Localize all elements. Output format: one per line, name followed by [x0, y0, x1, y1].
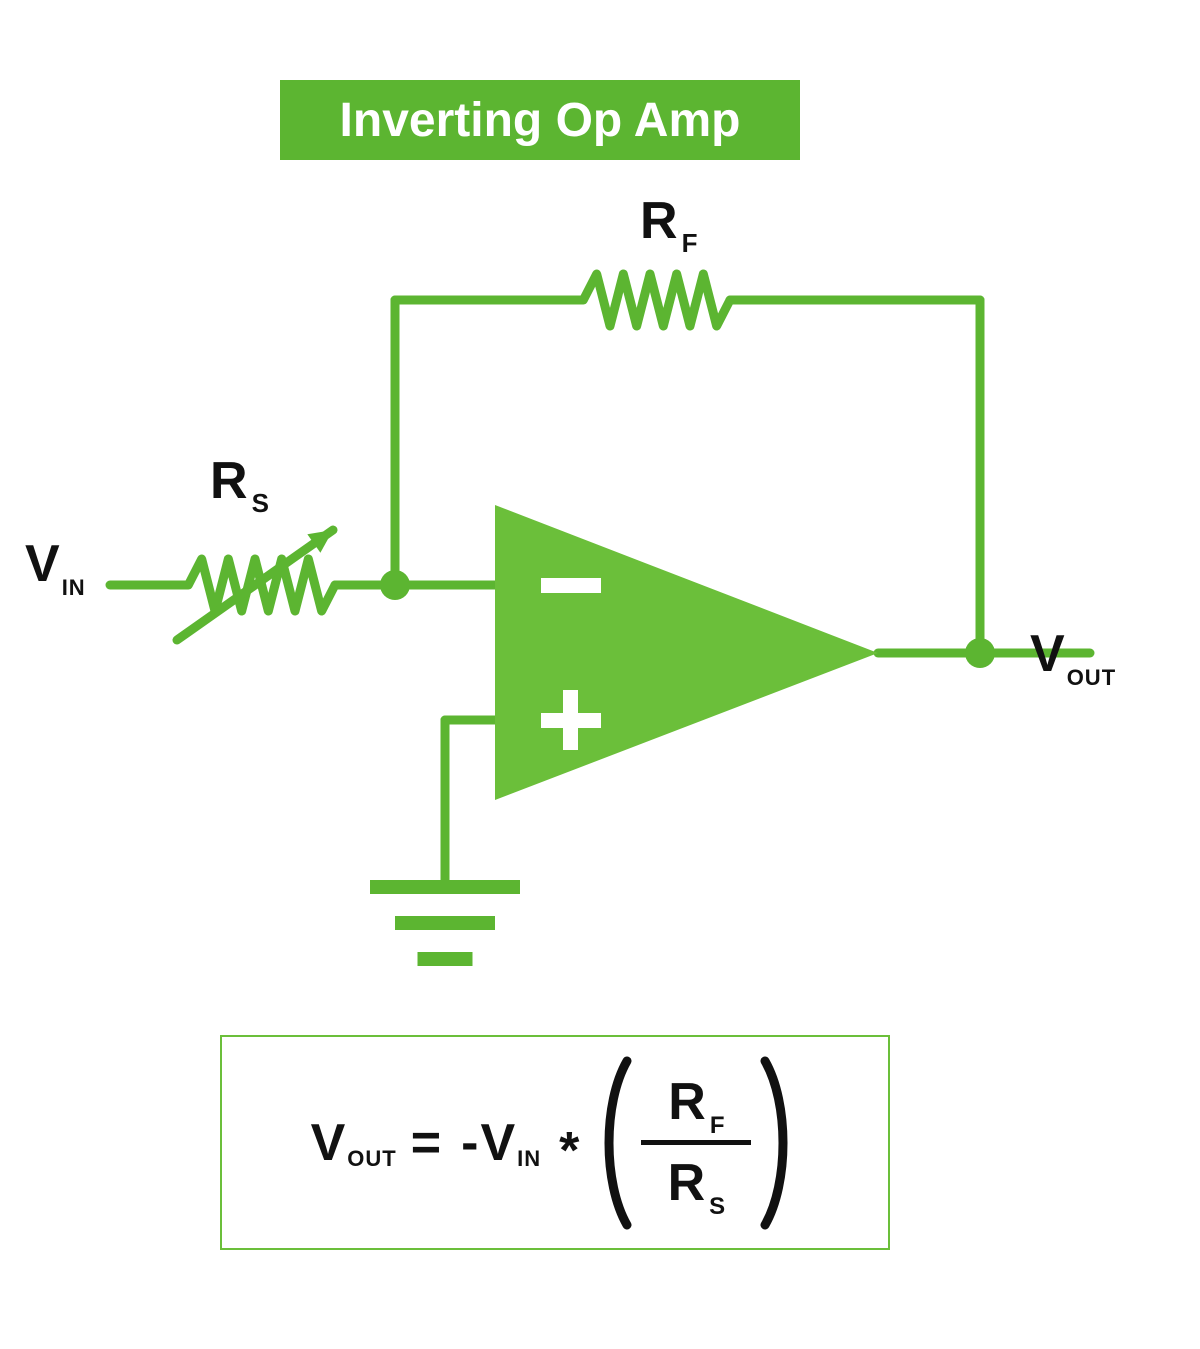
ground-bar-2: [395, 916, 495, 930]
formula-rf-r: R: [668, 1072, 706, 1132]
opamp-body: [495, 505, 878, 800]
formula-vout-sub: OUT: [347, 1146, 396, 1172]
ground-bar-1: [370, 880, 520, 894]
formula-rf-sub: F: [710, 1112, 725, 1140]
formula-vin-sub: IN: [517, 1146, 541, 1172]
formula-vin-v: V: [480, 1113, 515, 1173]
label-vout: VOUT: [1030, 628, 1116, 680]
formula-fraction: R F R S: [641, 1072, 751, 1213]
formula: V OUT = - V IN * R F R S: [311, 1053, 800, 1233]
formula-rs-sub: S: [709, 1193, 725, 1221]
formula-right-paren: [757, 1053, 799, 1233]
label-rs: RS: [210, 455, 270, 507]
formula-rs-r: R: [668, 1153, 706, 1213]
opamp-minus-icon: [541, 578, 601, 593]
formula-fraction-bar: [641, 1140, 751, 1145]
rs-variable-arrow-shaft: [177, 530, 333, 640]
formula-left-paren: [593, 1053, 635, 1233]
node-output: [965, 638, 995, 668]
opamp-plus-v-icon: [563, 690, 578, 750]
page: Inverting Op Amp VIN VOUT RS RF V OUT = …: [0, 0, 1200, 1349]
resistor-rf: [570, 274, 730, 326]
formula-eq: =: [411, 1113, 441, 1173]
formula-mult: *: [559, 1121, 579, 1181]
label-rf: RF: [640, 195, 698, 247]
node-inverting: [380, 570, 410, 600]
ground-bar-3: [418, 952, 473, 966]
formula-box: V OUT = - V IN * R F R S: [220, 1035, 890, 1250]
label-vin: VIN: [25, 538, 86, 590]
formula-vout-v: V: [311, 1113, 346, 1173]
formula-neg: -: [461, 1113, 478, 1173]
